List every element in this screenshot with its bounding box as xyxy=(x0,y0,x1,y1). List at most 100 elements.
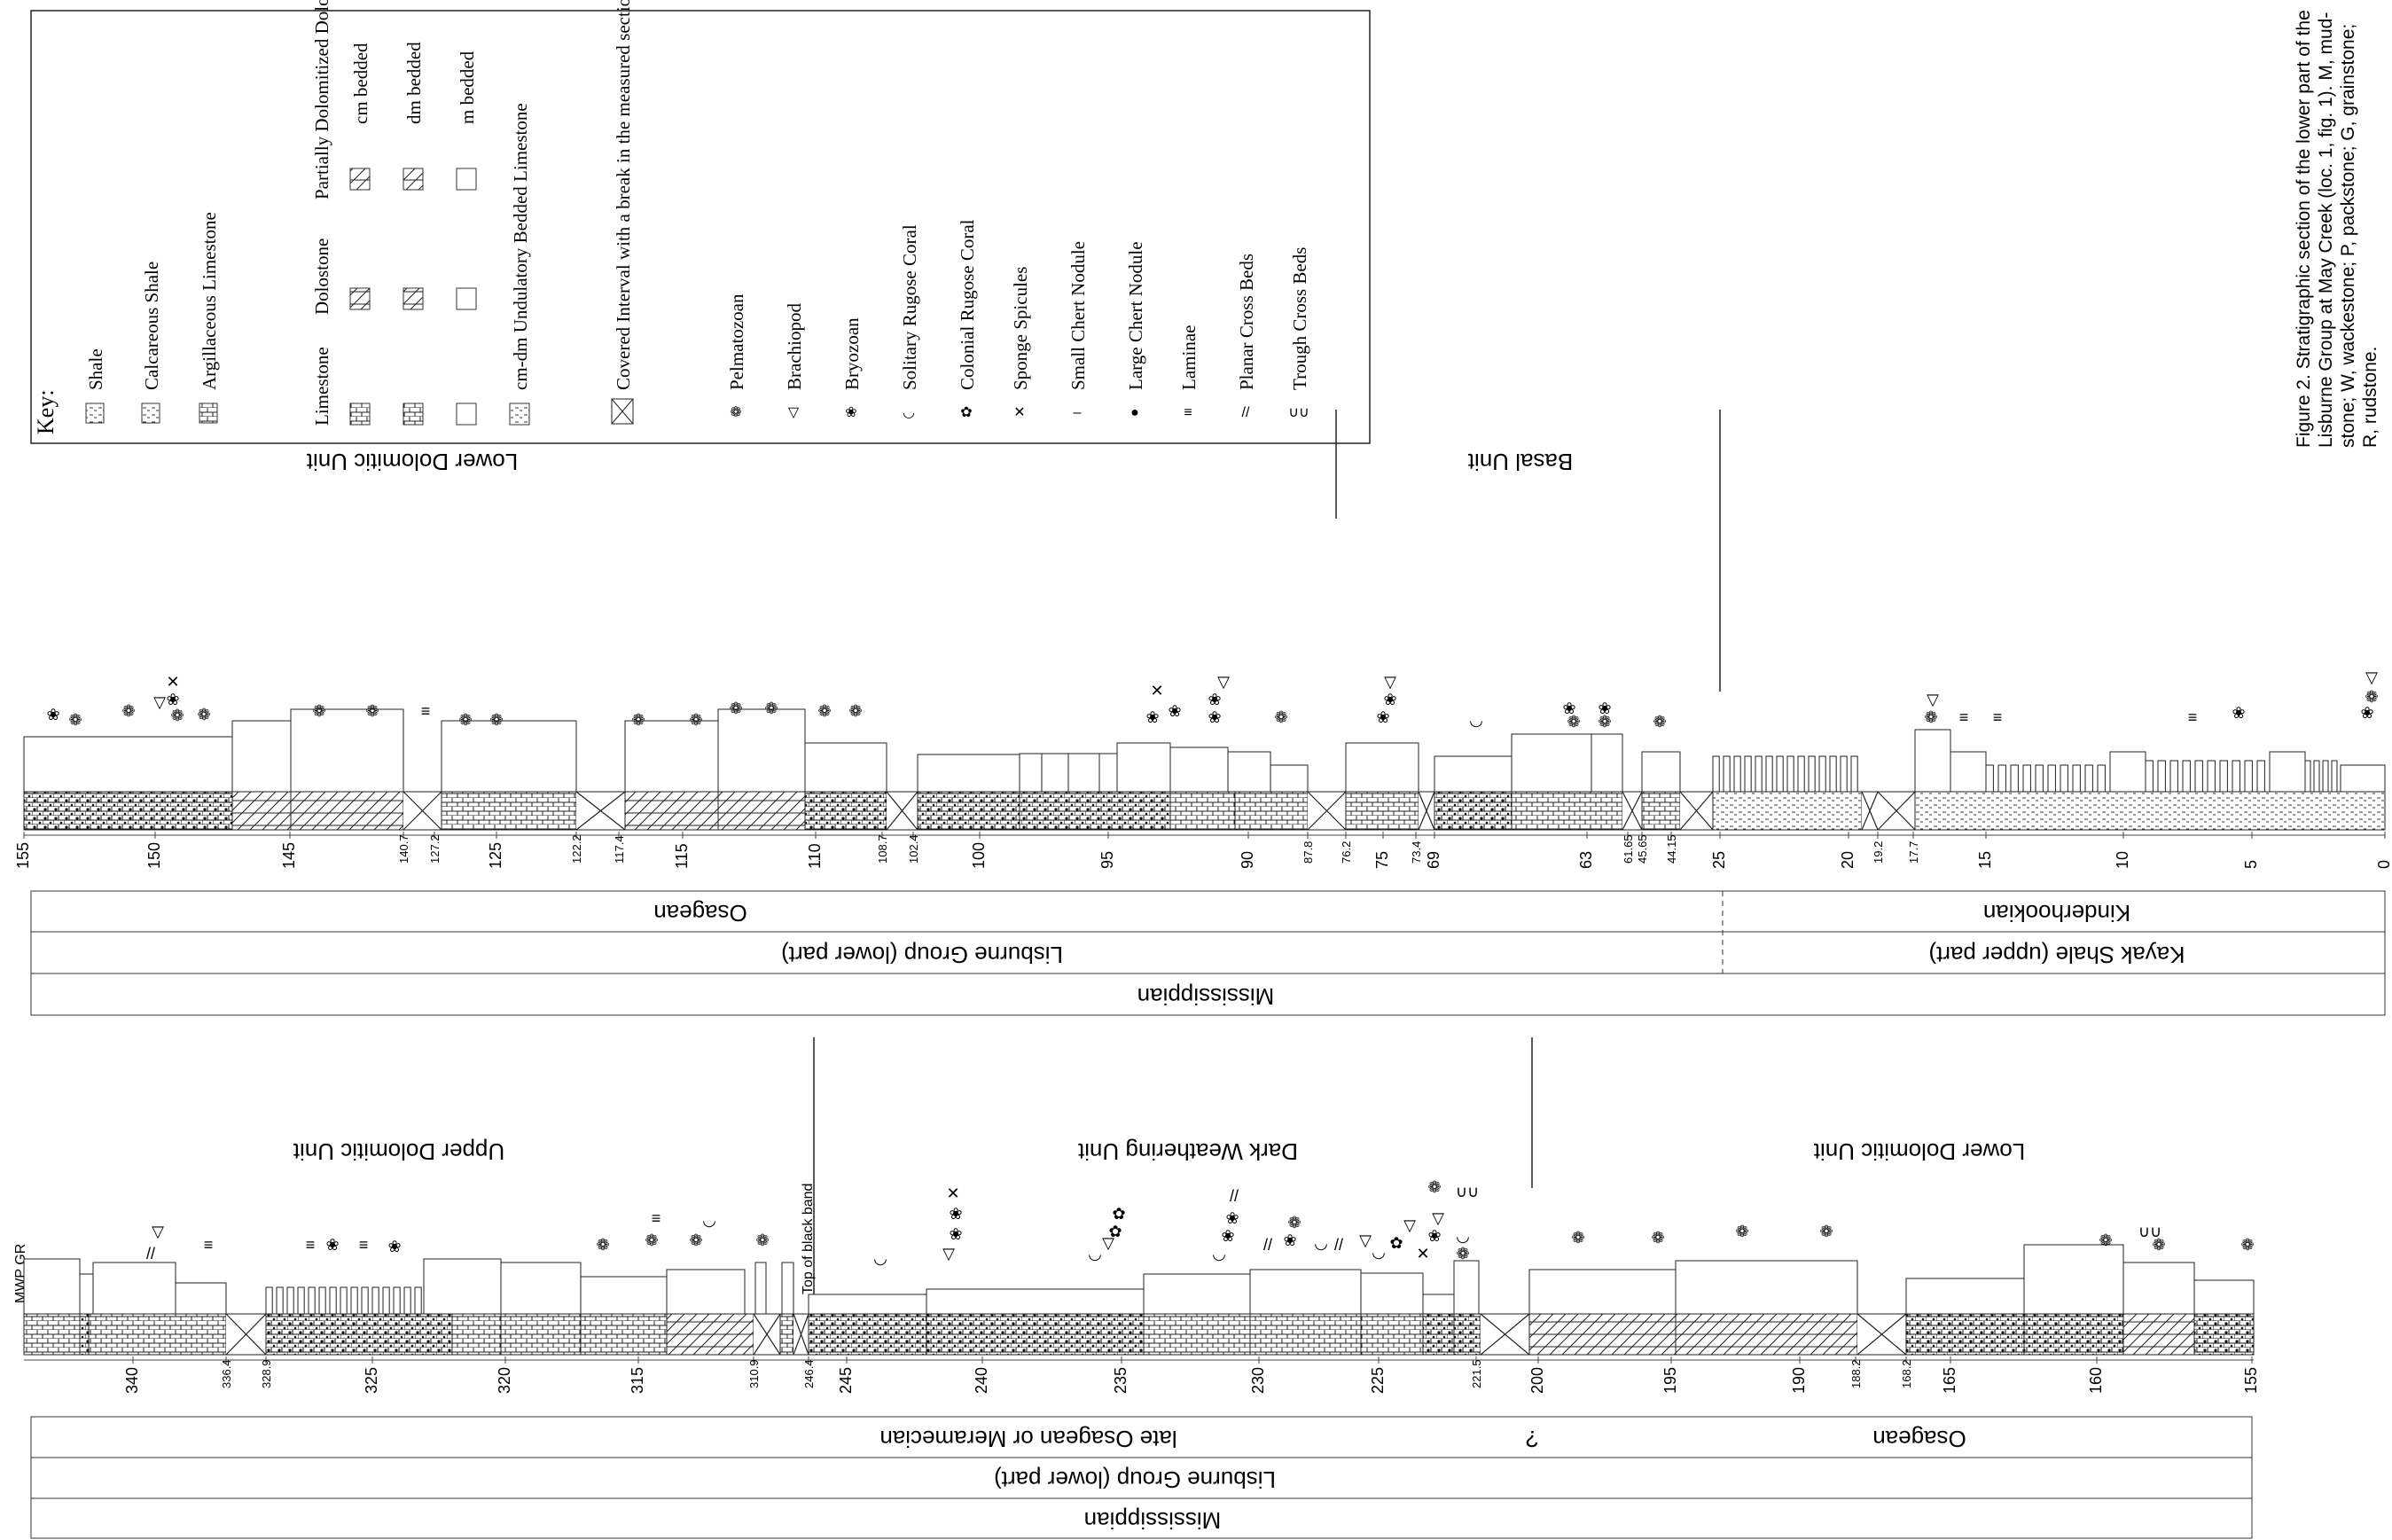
limestone-m-swatch-icon xyxy=(456,403,477,426)
legend-fossil-icon: – xyxy=(1074,405,1082,420)
fossil-symbol-icon: ▽ xyxy=(1217,673,1230,691)
fossil-symbol-icon: ✕ xyxy=(1416,1245,1429,1262)
depth-label: 125 xyxy=(487,842,504,869)
fossil-symbol-icon: ❁ xyxy=(848,702,862,720)
fossil-symbol-icon: ▽ xyxy=(1359,1231,1372,1249)
legend-fossil-icon: // xyxy=(1242,405,1250,420)
depth-label: 110 xyxy=(806,843,824,869)
fossil-symbol-icon: ▽ xyxy=(1102,1234,1114,1252)
bottom-weathering-profile xyxy=(23,1244,2255,1315)
annotation-top-black-band: Top of black band xyxy=(801,1184,816,1294)
fossil-symbol-icon: ≡ xyxy=(2188,708,2198,726)
fossil-symbol-icon: ❁ xyxy=(817,702,831,720)
fossil-symbol-icon: // xyxy=(1263,1236,1272,1254)
fossil-symbol-icon: ❁ xyxy=(2240,1236,2254,1254)
depth-label: 76.2 xyxy=(1340,841,1353,864)
fossil-symbol-icon: ❁ xyxy=(764,700,778,717)
legend-fossil-label: Large Chert Nodule xyxy=(1125,241,1146,390)
fossil-symbol-icon: ❁ xyxy=(365,702,379,720)
figure-caption-line-2: Lisburne Group at May Creek (loc. 1, fig… xyxy=(2316,12,2336,448)
depth-label: 44.15 xyxy=(1665,834,1678,864)
fossil-symbol-icon: ◡ xyxy=(1372,1243,1386,1261)
calcareous-shale-swatch-icon xyxy=(141,403,160,424)
legend-dm-bedded: dm bedded xyxy=(403,42,425,124)
fossil-symbol-icon: ✿ xyxy=(1112,1205,1125,1223)
series-osagean-top: Osagean xyxy=(653,900,747,926)
fossil-symbol-icon: ❀ xyxy=(325,1236,339,1254)
bottom-fossil-symbols: //▽≡ ≡ ❀ ≡ ❀ ❁ ❁≡❁◡❁◡ ▽❀❀✕◡▽✿✿◡❀❀////❀❁◡//▽◡ ✿▽✕… xyxy=(146,1178,2255,1267)
depth-label: 19.2 xyxy=(1872,841,1885,864)
partial-dm-swatch-icon xyxy=(403,168,424,191)
fossil-symbol-icon: ◡ xyxy=(1456,1227,1470,1245)
series-question-mark: ? xyxy=(1526,1426,1538,1452)
fossil-symbol-icon: ▽ xyxy=(2365,668,2378,686)
argillaceous-limestone-swatch-icon xyxy=(199,403,218,424)
formation-kayak-shale: Kayak Shale (upper part) xyxy=(1928,942,2185,968)
fossil-symbol-icon: ❀ xyxy=(1225,1209,1239,1227)
bottom-depth-scale: 340 336.4 328.9 325 320 315 310.9 246.4 245 240 23… xyxy=(24,1356,2260,1394)
fossil-symbol-icon: ❀ xyxy=(1208,691,1221,708)
fossil-symbol-icon: ▽ xyxy=(1384,673,1396,691)
legend-calcareous-shale: Calcareous Shale xyxy=(141,262,162,390)
depth-label: 325 xyxy=(363,1367,380,1394)
fossil-symbol-icon: ❁ xyxy=(1567,713,1580,731)
depth-label: 155 xyxy=(14,842,32,869)
fossil-symbol-icon: ◡ xyxy=(702,1211,716,1229)
fossil-symbol-icon: ◡ xyxy=(1088,1245,1102,1262)
fossil-symbol-icon: ❀ xyxy=(1562,700,1575,717)
fossil-symbol-icon: ❀ xyxy=(1145,708,1159,726)
partial-m-swatch-icon xyxy=(456,168,477,191)
depth-label: 315 xyxy=(629,1367,646,1394)
fossil-symbol-icon: ≡ xyxy=(359,1236,369,1254)
fossil-symbol-icon: ❀ xyxy=(1427,1227,1441,1245)
fossil-symbol-icon: ❁ xyxy=(458,711,472,729)
depth-label: 160 xyxy=(2087,1367,2105,1394)
fossil-symbol-icon: ❁ xyxy=(1819,1223,1833,1240)
fossil-symbol-icon: ❀ xyxy=(387,1238,401,1255)
depth-label: 108.7 xyxy=(876,834,889,864)
system-mississippian-top: Mississippian xyxy=(1137,983,1275,1010)
fossil-symbol-icon: ▽ xyxy=(152,1223,164,1240)
depth-label: 61.65 xyxy=(1622,834,1635,864)
top-depth-scale: 155 150 145 140.7 127.2 125 122.2 117.4 115 110 10… xyxy=(14,832,2392,869)
top-fossil-symbols: ❀ ❁ ❁❀❁✕▽❁ ❁ ❁ ≡ ❁ ❁ ❁ ❁❁ ❁ ❁ ❁ ❀✕❀ ❀❀▽❁ ❀❀▽◡❀❁❀❁ ❁ ❁▽≡ ≡ ≡… xyxy=(46,668,2378,731)
fossil-symbol-icon: // xyxy=(1230,1187,1239,1205)
legend-fossil-label: Brachiopod xyxy=(784,303,805,390)
depth-label: 150 xyxy=(145,842,163,869)
unit-lower-dolomitic-top: Lower Dolomitic Unit xyxy=(306,449,518,475)
fossil-symbol-icon: ≡ xyxy=(421,702,431,720)
depth-label: 336.4 xyxy=(220,1359,233,1388)
fossil-symbol-icon: ❁ xyxy=(1571,1229,1584,1247)
legend-fossil-label: Colonial Rugose Coral xyxy=(957,219,978,390)
fossil-symbol-icon: ❁ xyxy=(689,1231,702,1249)
system-mississippian-bottom: Mississippian xyxy=(1084,1507,1222,1534)
fossil-symbol-icon: ✿ xyxy=(1389,1234,1403,1252)
depth-label: 188.2 xyxy=(1849,1359,1863,1388)
fossil-symbol-icon: ❁ xyxy=(1653,713,1666,731)
depth-label: 69 xyxy=(1425,851,1442,869)
series-kinderhookian: Kinderhookian xyxy=(1983,900,2130,926)
legend-fossil-icon: ✿ xyxy=(960,405,972,420)
legend-fossil-icon: ∪∪ xyxy=(1288,405,1309,420)
legend-fossil-label: Solitary Rugose Coral xyxy=(899,224,920,390)
fossil-symbol-icon: ❀ xyxy=(46,706,59,723)
depth-label: 168.2 xyxy=(1900,1359,1913,1388)
fossil-symbol-icon: ❁ xyxy=(197,706,210,723)
legend-fossil-label: Sponge Spicules xyxy=(1010,267,1031,390)
fossil-symbol-icon: ❁ xyxy=(121,702,135,720)
depth-label: 87.8 xyxy=(1302,841,1315,864)
depth-label: 221.5 xyxy=(1470,1359,1483,1388)
limestone-dm-swatch-icon xyxy=(403,403,424,426)
fossil-symbol-icon: ▽ xyxy=(942,1245,955,1262)
depth-label: 20 xyxy=(1839,851,1857,869)
fossil-symbol-icon: // xyxy=(146,1245,155,1262)
fossil-symbol-icon: ❁ xyxy=(729,700,742,717)
depth-label: 25 xyxy=(1710,851,1728,869)
fossil-symbol-icon: ❁ xyxy=(1924,708,1937,726)
legend-title: Key: xyxy=(33,389,59,434)
figure-caption-line-3: stone; W, wackestone; P, packstone; G, g… xyxy=(2338,24,2358,448)
fossil-symbol-icon: ❁ xyxy=(312,702,325,720)
legend-undulatory: cm-dm Undulatory Bedded Limestone xyxy=(510,103,531,390)
fossil-symbol-icon: ❀ xyxy=(1208,708,1221,726)
